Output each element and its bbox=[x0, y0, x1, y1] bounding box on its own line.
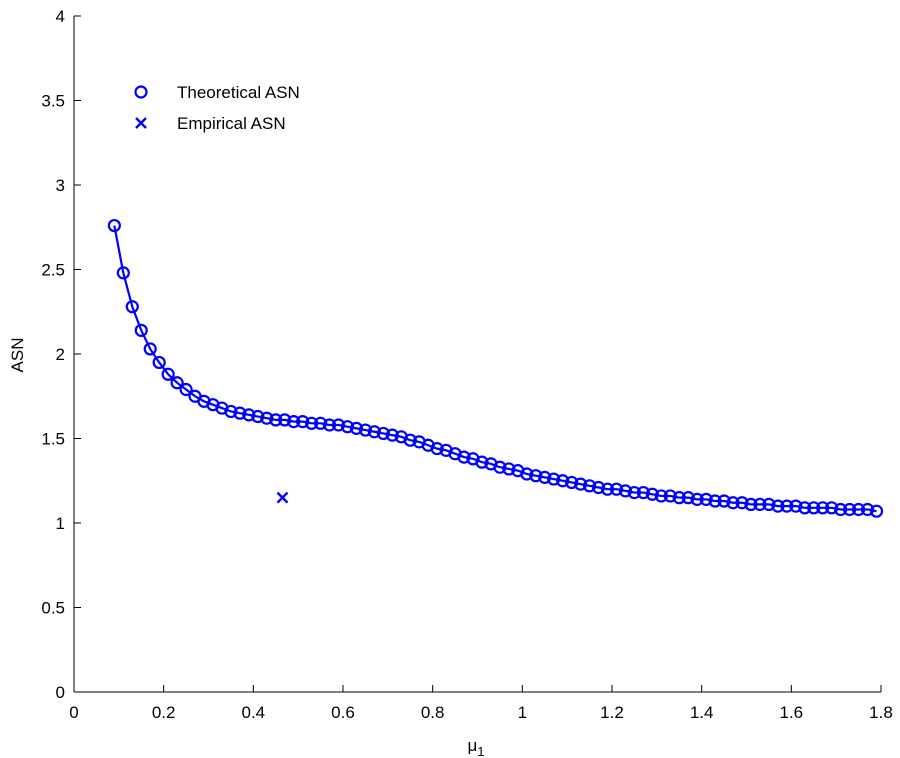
y-axis-ticks: 0 0.5 1 1.5 2 2.5 3 3.5 4 bbox=[41, 7, 81, 702]
legend-label-empirical: Empirical ASN bbox=[177, 114, 286, 133]
y-tick-label: 2 bbox=[56, 345, 65, 364]
legend-label-theoretical: Theoretical ASN bbox=[177, 83, 300, 102]
y-tick-label: 2.5 bbox=[41, 261, 65, 280]
x-tick-label: 0.2 bbox=[152, 703, 176, 722]
x-tick-label: 0.4 bbox=[242, 703, 266, 722]
y-tick-label: 3.5 bbox=[41, 92, 65, 111]
empirical-asn-markers bbox=[277, 493, 287, 503]
x-axis-ticks: 0 0.2 0.4 0.6 0.8 1 1.2 1.4 1.6 1.8 bbox=[69, 685, 893, 722]
x-tick-label: 1.4 bbox=[690, 703, 714, 722]
x-tick-label: 0.8 bbox=[421, 703, 445, 722]
x-axis-label-main: μ bbox=[467, 736, 477, 755]
y-tick-label: 4 bbox=[56, 7, 65, 26]
legend-x-marker-icon bbox=[136, 118, 146, 128]
x-tick-label: 1 bbox=[518, 703, 527, 722]
y-tick-label: 1.5 bbox=[41, 430, 65, 449]
empirical-asn-point bbox=[277, 493, 287, 503]
x-axis-label: μ1 bbox=[467, 736, 484, 758]
x-tick-label: 0.6 bbox=[331, 703, 355, 722]
legend-circle-marker-icon bbox=[136, 87, 147, 98]
x-axis-label-subscript: 1 bbox=[477, 744, 484, 758]
x-tick-label: 1.6 bbox=[780, 703, 804, 722]
y-axis-label: ASN bbox=[8, 338, 27, 373]
theoretical-asn-markers bbox=[109, 220, 882, 517]
legend-item-empirical: Empirical ASN bbox=[136, 114, 286, 133]
legend: Theoretical ASN Empirical ASN bbox=[136, 83, 300, 133]
x-tick-label: 0 bbox=[69, 703, 78, 722]
x-tick-label: 1.8 bbox=[869, 703, 893, 722]
y-tick-label: 0.5 bbox=[41, 599, 65, 618]
y-tick-label: 3 bbox=[56, 176, 65, 195]
x-tick-label: 1.2 bbox=[600, 703, 624, 722]
y-tick-label: 0 bbox=[56, 683, 65, 702]
y-tick-label: 1 bbox=[56, 514, 65, 533]
legend-item-theoretical: Theoretical ASN bbox=[136, 83, 300, 102]
